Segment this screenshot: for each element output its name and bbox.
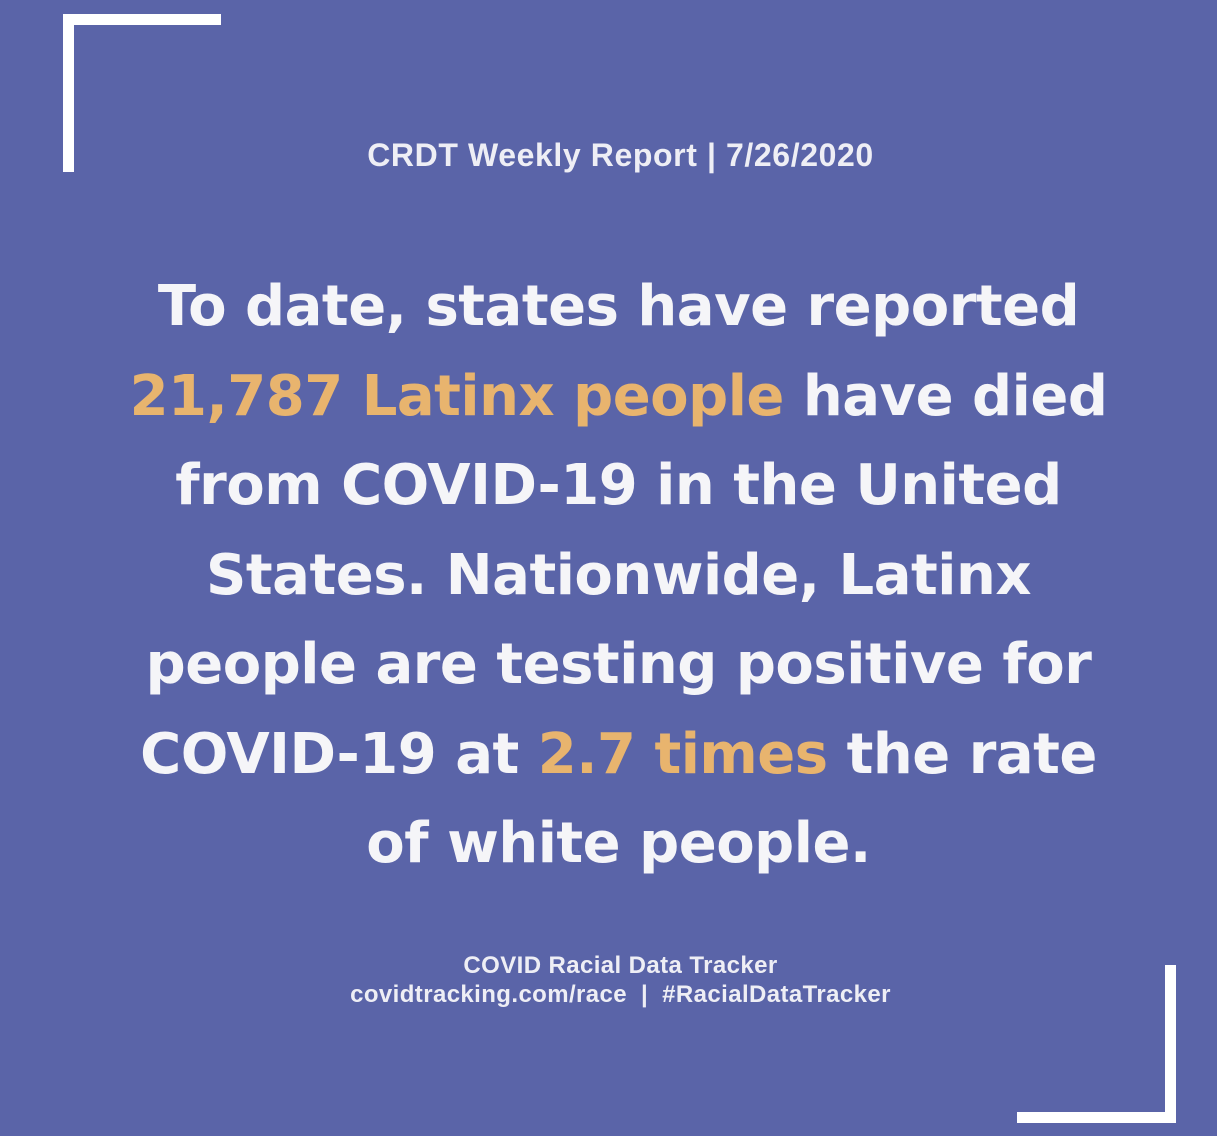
- statement-line-4: States. Nationwide, Latinx: [206, 542, 1031, 608]
- footer-url-link[interactable]: covidtracking.com/race: [350, 981, 628, 1008]
- corner-bracket-top-left-vertical: [63, 14, 74, 172]
- statement-line-5: people are testing positive for: [145, 632, 1092, 697]
- statement-line-2: 21,787 Latinx people have died: [60, 352, 1177, 442]
- statement-text: To date, states have reported 21,787 Lat…: [60, 262, 1177, 889]
- corner-bracket-top-left: [63, 14, 221, 25]
- statement-line-2-rest: have died: [783, 363, 1108, 429]
- statement-line-6-end: the rate: [827, 721, 1098, 787]
- footer-hashtag[interactable]: #RacialDataTracker: [662, 981, 891, 1008]
- rate-multiplier-highlight: 2.7 times: [537, 721, 828, 787]
- statement-line-7: of white people.: [366, 811, 871, 876]
- footer-org-name: COVID Racial Data Tracker: [463, 952, 778, 979]
- footer-separator: |: [641, 981, 649, 1008]
- footer-links: covidtracking.com/race | #RacialDataTracke…: [0, 980, 1217, 1009]
- death-count-highlight: 21,787 Latinx people: [129, 363, 785, 429]
- statement-line-6-start: COVID-19 at: [140, 721, 538, 787]
- footer: COVID Racial Data Tracker covidtracking.…: [0, 951, 1217, 1009]
- statement-line-6: COVID-19 at 2.7 times the rate: [60, 710, 1177, 800]
- statement-line-3: from COVID-19 in the United: [175, 453, 1062, 518]
- corner-bracket-bottom-right-vertical: [1165, 965, 1176, 1123]
- statement-line-1: To date, states have reported: [157, 274, 1080, 339]
- report-title: CRDT Weekly Report | 7/26/2020: [367, 137, 874, 173]
- corner-bracket-bottom-right: [1017, 1112, 1176, 1123]
